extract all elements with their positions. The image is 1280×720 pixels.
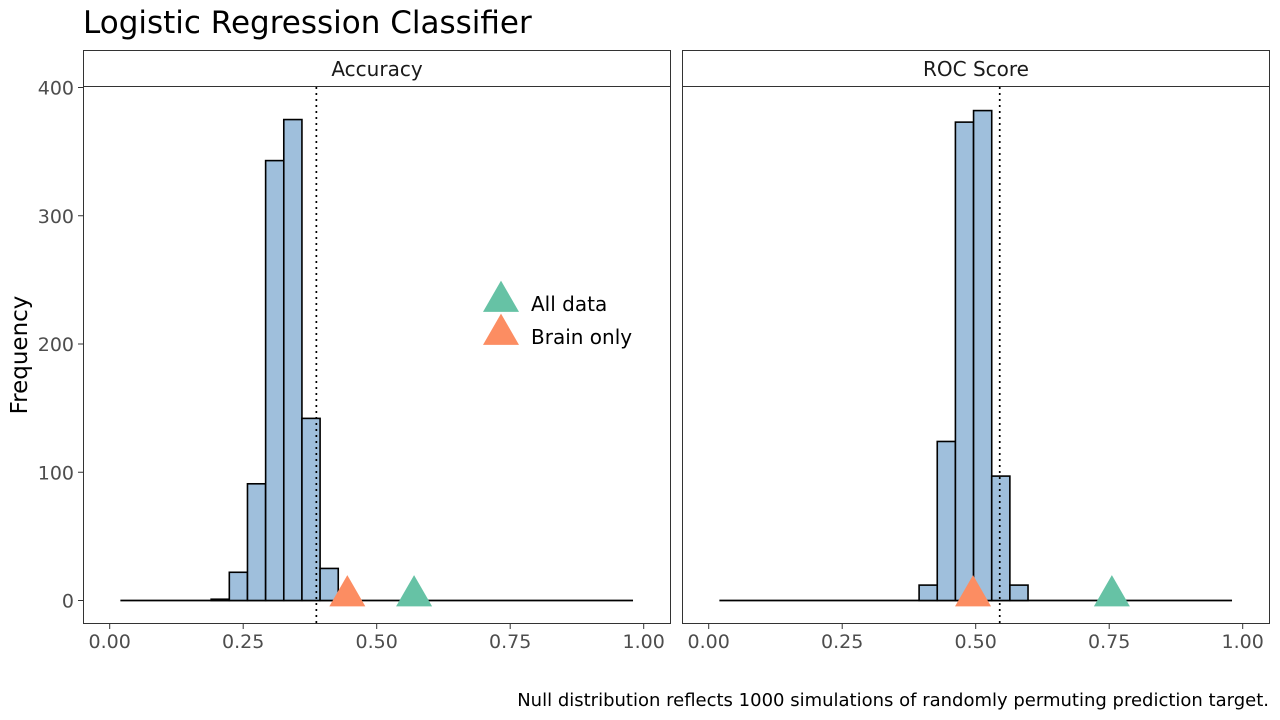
x-tick-label: 0.25 [821,631,863,653]
legend-key-all-data [483,280,519,312]
histogram-bar [918,584,939,602]
facet-strip-label: ROC Score [923,57,1029,81]
chart-caption: Null distribution reflects 1000 simulati… [517,690,1269,711]
marker-all-data [396,575,433,607]
panel-accuracy: Accuracy 0.00 0.25 0.50 0.75 1.00 [83,50,671,653]
histogram-bar [990,475,1011,602]
histogram-bar [246,482,267,602]
legend-label: Brain only [531,325,632,349]
x-tick-label: 0.25 [222,631,264,653]
y-axis: 0 100 200 300 400 [38,78,83,613]
panel-border [682,86,1270,624]
legend-key-brain-only [483,313,519,345]
facet-strip-label: Accuracy [331,57,422,81]
x-tick-label: 0.75 [1088,631,1130,653]
x-tick-label: 0.50 [356,631,398,653]
histogram-bar [972,109,993,602]
y-tick-label: 200 [38,334,74,356]
marker-all-data [1093,575,1130,607]
facet-panels: Accuracy 0.00 0.25 0.50 0.75 1.00 ROC Score 0.0… [83,50,1270,653]
x-tick-label: 1.00 [623,631,665,653]
histogram-bar [1009,584,1029,602]
marker-brain-only [955,575,992,607]
legend-label: All data [531,292,607,316]
facet-strip [682,50,1270,87]
chart-title: Logistic Regression Classifier [83,5,532,41]
panel-border [83,86,671,624]
x-tick-label: 0.50 [955,631,997,653]
panel-roc-score: ROC Score 0.00 0.25 0.50 0.75 1.00 [682,50,1270,653]
histogram-bar [228,571,249,602]
y-tick-label: 400 [38,78,74,100]
y-tick-label: 100 [38,462,74,484]
x-tick-label: 0.75 [489,631,531,653]
histogram-bar [936,440,957,602]
marker-brain-only [329,575,366,607]
histogram-bar [210,598,231,602]
y-axis-title: Frequency [7,296,33,415]
histogram-bar [954,121,975,602]
x-tick-label: 0.00 [89,631,131,653]
histogram-bar [301,417,321,602]
x-tick-label: 1.00 [1222,631,1264,653]
histogram-bar [264,159,285,602]
y-tick-label: 300 [38,206,74,228]
histogram-bar [319,567,340,602]
y-tick-label: 0 [62,591,74,613]
histogram-bar [282,118,303,602]
facet-strip [83,50,671,87]
legend: All data Brain only [483,280,632,349]
x-tick-label: 0.00 [688,631,730,653]
